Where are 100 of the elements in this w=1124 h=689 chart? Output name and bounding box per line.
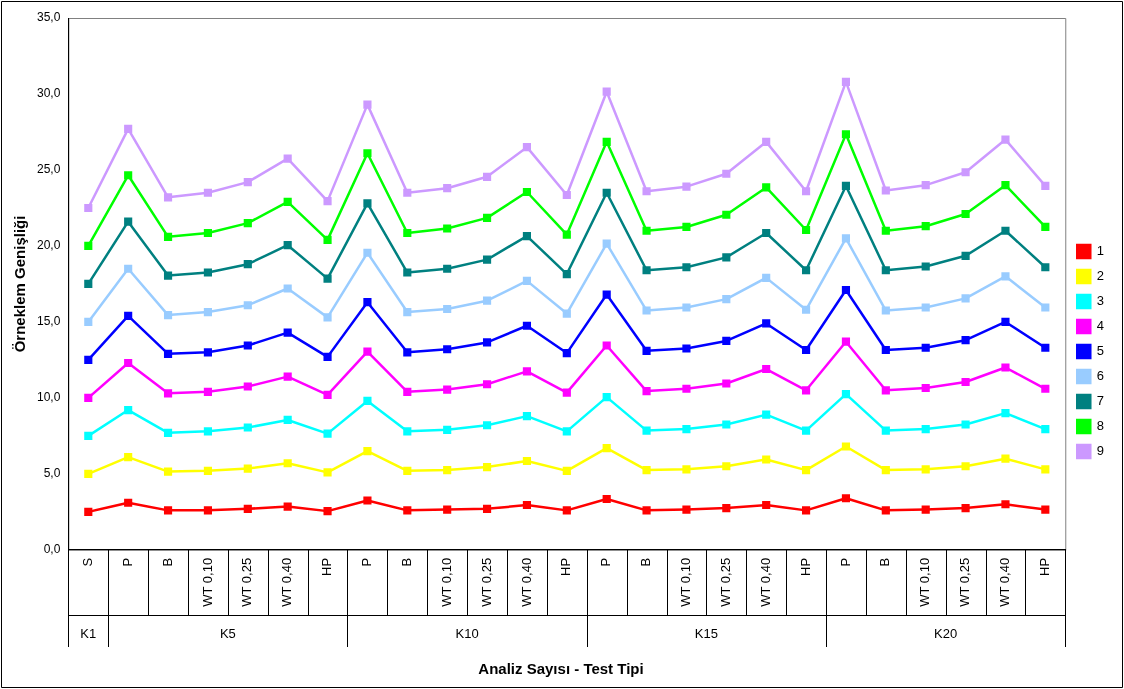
point	[841, 234, 851, 243]
legend-label: 4	[1096, 318, 1104, 334]
point	[522, 187, 532, 197]
legend-label: 2	[1096, 268, 1104, 284]
point	[323, 507, 332, 516]
x-tick-label: HP	[558, 557, 574, 576]
text: K5	[219, 625, 236, 641]
point	[203, 268, 212, 277]
point	[722, 295, 731, 304]
x-tick-label: WT 0,10	[199, 557, 215, 607]
point	[84, 469, 93, 478]
point	[163, 428, 173, 437]
point	[124, 124, 133, 134]
x-tick-label: WT 0,10	[438, 557, 454, 607]
point	[243, 423, 252, 432]
point	[1041, 384, 1050, 393]
point	[1001, 500, 1010, 509]
point	[881, 306, 890, 315]
point	[482, 172, 492, 181]
point	[522, 367, 532, 376]
x-tick-label: WT 0,10	[678, 557, 694, 607]
point	[801, 266, 811, 275]
point	[961, 209, 970, 219]
point	[642, 386, 651, 396]
legend-label: 7	[1096, 393, 1104, 409]
point	[642, 346, 651, 355]
point	[203, 387, 212, 396]
point	[403, 506, 412, 515]
point	[403, 268, 412, 277]
point	[961, 294, 970, 303]
point	[1041, 465, 1050, 474]
legend-label: 3	[1096, 293, 1104, 309]
point	[323, 197, 332, 206]
point	[363, 347, 372, 356]
point	[602, 341, 611, 350]
x-tick-label: B	[159, 557, 175, 567]
point	[163, 193, 173, 202]
point	[403, 466, 412, 475]
point	[722, 420, 731, 429]
point	[1041, 343, 1050, 352]
point	[881, 266, 890, 275]
point	[283, 502, 292, 511]
x-tick-label: WT 0,25	[717, 557, 733, 607]
point	[443, 385, 452, 394]
point	[323, 390, 332, 399]
point	[323, 352, 332, 361]
point	[602, 137, 611, 146]
point	[443, 184, 452, 193]
point	[841, 390, 851, 399]
legend-label: 1	[1096, 243, 1104, 259]
point	[801, 305, 811, 314]
point	[881, 506, 890, 515]
point	[682, 303, 691, 312]
legend-label: 6	[1096, 368, 1104, 384]
point	[283, 459, 292, 468]
point	[124, 498, 133, 507]
point	[762, 500, 771, 510]
point	[1001, 226, 1010, 235]
point	[682, 505, 691, 514]
point	[363, 396, 372, 406]
text: K1	[80, 625, 97, 641]
x-tick-label: WT 0,40	[279, 557, 295, 607]
x-tick-label: WT 0,40	[518, 557, 534, 607]
point	[801, 426, 811, 435]
point	[522, 412, 532, 421]
point	[482, 338, 492, 347]
point	[403, 348, 412, 357]
text: K10	[455, 625, 479, 641]
point	[722, 462, 731, 471]
point	[363, 199, 372, 208]
point	[363, 496, 372, 505]
point	[323, 235, 332, 244]
point	[562, 388, 571, 397]
point	[84, 241, 93, 251]
point	[921, 181, 930, 190]
point	[961, 336, 970, 345]
point	[243, 301, 252, 310]
point	[522, 500, 532, 510]
point	[762, 137, 771, 146]
point	[801, 345, 811, 355]
point	[124, 264, 133, 273]
point	[482, 255, 492, 264]
point	[602, 87, 611, 96]
point	[522, 456, 532, 466]
point	[403, 387, 412, 396]
point	[841, 442, 851, 451]
y-tick-label: 5,0	[43, 466, 61, 481]
point	[363, 447, 372, 456]
point	[323, 429, 332, 438]
point	[682, 222, 691, 232]
point	[124, 311, 133, 320]
point	[443, 304, 452, 314]
x-tick-label: WT 0,25	[957, 557, 973, 607]
point	[762, 319, 771, 328]
point	[762, 273, 771, 282]
point	[762, 183, 771, 192]
y-tick-label: 30,0	[37, 86, 61, 101]
x-tick-label: WT 0,10	[917, 557, 933, 607]
point	[602, 188, 611, 197]
point	[482, 462, 492, 472]
